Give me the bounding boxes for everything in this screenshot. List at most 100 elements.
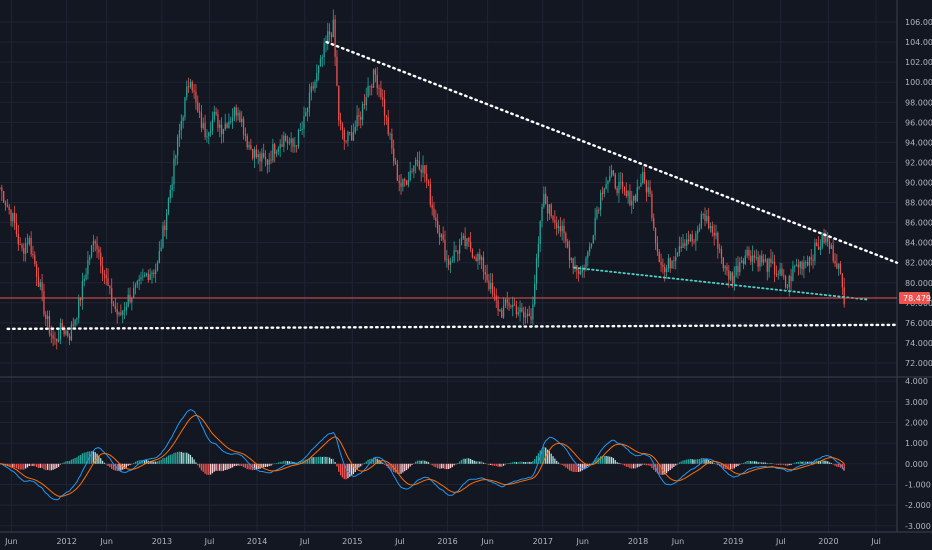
histogram-bar [312,457,314,464]
candle-body [3,191,5,203]
candle-body [561,225,563,232]
price-panel[interactable] [0,9,899,350]
candle-body [634,195,637,202]
candle-body [286,140,289,144]
histogram-bar [665,463,668,474]
candle-body [486,274,488,281]
histogram-bar [63,462,65,464]
time-axis[interactable]: Jun 2012 Jun 2013 Jul 2014 Jul 2015 Jul 2016 Jun 20… [4,537,881,546]
candle-body [404,179,406,181]
candle-body [587,251,589,258]
candle-body [449,261,452,265]
price-tick-label: 94.000 [905,138,932,147]
candle-body [184,97,186,118]
macd-axis[interactable]: -3.000 -2.000 -1.000 0.000 1.000 2.000 3.000 4.… [905,377,931,531]
candle-body [568,247,571,261]
candle-body [21,244,23,249]
candle-body [63,329,65,335]
candle-body [354,127,356,133]
histogram-bar [464,458,466,464]
candle-body [552,216,554,221]
candle-body [543,193,545,208]
histogram-bar [751,461,754,464]
candle-body [748,249,750,256]
candle-body [50,333,52,336]
candle-body [328,31,331,35]
histogram-bar [281,461,283,464]
histogram-bar [144,459,146,464]
candle-body [411,171,413,173]
histogram-bar [314,457,316,464]
candle-body [350,132,353,141]
candle-body [528,313,530,317]
histogram-bar [590,463,593,464]
histogram-bar [689,458,692,464]
candle-body [336,56,338,86]
candle-body [332,19,334,38]
histogram-bar [367,459,369,464]
candle-body [409,171,411,181]
candle-body [131,298,133,303]
histogram-bar [497,463,499,467]
histogram-bar [449,463,452,469]
histogram-bar [777,463,779,465]
histogram-bar [100,458,102,464]
candle-body [662,264,664,267]
histogram-bar [623,463,626,466]
candle-body [103,273,106,276]
candle-body [244,134,247,136]
histogram-bar [755,461,757,464]
candle-body [180,120,182,131]
candle-body [285,135,287,141]
histogram-bar [72,458,74,464]
histogram-bar [708,460,710,464]
histogram-bar [26,463,29,468]
histogram-bar [510,462,512,464]
macd-tick-label: 2.000 [905,418,928,427]
candle-body [220,124,223,135]
candle-body [654,227,657,244]
candle-body [795,264,798,267]
candle-body [501,309,503,318]
histogram-bar [37,463,40,468]
macd-tick-label: -1.000 [905,480,931,489]
histogram-bar [277,462,279,464]
histogram-bar [237,463,239,466]
histogram-bar [632,463,635,469]
candle-body [48,316,51,334]
histogram-bar [101,460,104,464]
candle-body [715,232,717,236]
candle-body [241,118,243,123]
histogram-bar [437,463,439,469]
histogram-bar [561,463,563,466]
candle-body [790,275,792,282]
histogram-bar [308,457,311,464]
histogram-bar [52,463,54,470]
candle-body [784,276,787,288]
price-tick-label: 106.000 [905,18,932,27]
histogram-bar [263,463,265,468]
histogram-bar [805,461,807,464]
histogram-bar [814,460,816,464]
candle-body [162,225,164,248]
candle-body [43,291,45,315]
macd-panel[interactable] [0,409,845,501]
candle-body [228,121,230,129]
candle-body [191,81,193,91]
candle-body [78,297,80,319]
histogram-bar [559,463,561,465]
histogram-bar [728,463,730,470]
candle-body [834,260,836,264]
histogram-bar [543,446,545,464]
histogram-bar [563,463,565,467]
histogram-bar [504,463,507,465]
candle-body [682,243,684,248]
candle-body [416,160,419,162]
candle-body [14,212,16,223]
candle-body [239,112,241,123]
candle-body [603,188,605,194]
candle-body [733,275,735,284]
candle-body [45,314,47,319]
histogram-bar [21,463,23,470]
